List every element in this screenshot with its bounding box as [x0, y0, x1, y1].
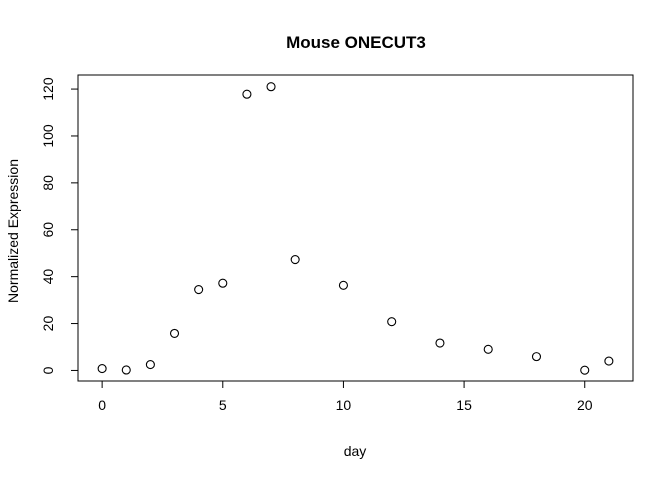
- data-point: [580, 365, 590, 375]
- x-tick-label: 0: [98, 397, 106, 413]
- y-axis: 0 20 40 60 80 100 120: [40, 77, 79, 374]
- x-tick-label: 20: [577, 397, 593, 413]
- data-point: [145, 360, 155, 370]
- data-point: [121, 365, 131, 375]
- y-axis-label: Normalized Expression: [5, 159, 21, 303]
- data-point: [218, 278, 228, 288]
- data-point: [531, 352, 542, 362]
- y-tick-label: 20: [40, 316, 56, 332]
- data-points: [97, 82, 614, 375]
- data-point: [604, 356, 614, 366]
- data-point: [290, 254, 300, 265]
- data-point: [266, 82, 276, 92]
- chart-title: Mouse ONECUT3: [286, 33, 426, 52]
- y-tick-label: 120: [40, 77, 56, 101]
- x-axis-label: day: [344, 443, 367, 459]
- data-point: [97, 364, 107, 374]
- y-tick-label: 60: [40, 222, 56, 238]
- x-tick-label: 5: [219, 397, 227, 413]
- data-point: [169, 328, 180, 338]
- x-tick-label: 10: [336, 397, 352, 413]
- x-axis: 0 5 10 15 20: [98, 380, 593, 413]
- data-point: [242, 89, 252, 99]
- y-tick-label: 0: [40, 366, 56, 374]
- y-tick-label: 80: [40, 175, 56, 191]
- plot-frame: [77, 74, 634, 382]
- data-point: [194, 285, 204, 295]
- data-point: [483, 344, 493, 354]
- data-point: [387, 317, 397, 327]
- x-tick-label: 15: [456, 397, 472, 413]
- data-point: [435, 338, 445, 348]
- y-tick-label: 40: [40, 269, 56, 285]
- y-tick-label: 100: [40, 124, 56, 148]
- data-point: [338, 280, 348, 290]
